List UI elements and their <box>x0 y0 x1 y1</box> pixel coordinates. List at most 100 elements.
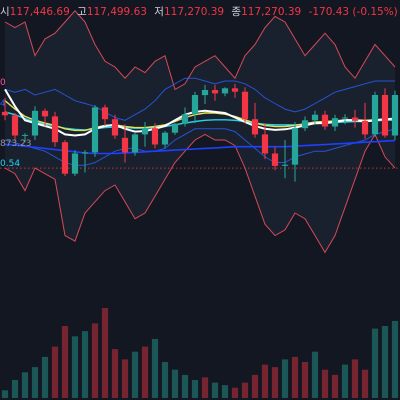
volume-bar <box>201 377 209 398</box>
volume-bar <box>241 382 249 398</box>
volume-bar <box>361 369 369 398</box>
candle-body <box>101 107 109 120</box>
volume-bar <box>221 385 229 398</box>
close-label: 종 <box>231 6 242 18</box>
candle-body <box>21 134 29 136</box>
volume-bar <box>101 308 109 398</box>
volume-bar <box>91 323 99 398</box>
change-value: -170.43 (-0.15%) <box>308 6 398 18</box>
volume-bar <box>1 390 9 398</box>
volume-bar <box>281 359 289 398</box>
volume-bar <box>331 374 339 398</box>
band-fill <box>5 10 395 253</box>
low-label: 저 <box>154 6 164 18</box>
candle-body <box>311 114 319 121</box>
volume-bar <box>141 346 149 398</box>
candle-body <box>361 120 369 135</box>
candle-body <box>61 142 69 174</box>
volume-bar <box>121 359 129 398</box>
ma-yellow-line <box>4 100 396 132</box>
volume-bar <box>291 356 299 398</box>
price-label-pink: 0 <box>0 78 6 88</box>
candle-body <box>171 123 179 133</box>
volume-bar <box>81 331 89 398</box>
volume-bar <box>251 374 259 398</box>
band-mid-lower <box>4 128 396 166</box>
volume-bar <box>31 367 39 398</box>
close-value: 117,270.39 <box>241 6 302 18</box>
volume-bar <box>51 346 59 398</box>
volume-bar <box>211 382 219 398</box>
high-label: 고 <box>77 6 87 18</box>
volume-bar <box>391 320 399 398</box>
volume-bar <box>341 364 349 398</box>
band-mid-upper <box>4 77 395 121</box>
volume-bar <box>311 351 319 398</box>
high-value: 117,499.63 <box>86 6 147 18</box>
volume-bar <box>161 362 169 398</box>
price-label-grey: 873.23 <box>0 139 32 149</box>
candle-body <box>391 95 399 136</box>
candle-body <box>321 114 329 127</box>
volume-bar <box>41 356 49 398</box>
candle-body <box>291 128 299 165</box>
low-value: 117,270.39 <box>163 6 225 18</box>
candle-body <box>51 116 59 143</box>
candle-body <box>161 132 169 145</box>
candle-body <box>331 118 339 127</box>
volume-bar <box>11 380 19 398</box>
volume-bar <box>261 364 269 398</box>
volume-bar <box>71 336 79 398</box>
volume-bar <box>171 369 179 398</box>
candle-body <box>141 128 149 135</box>
band-outer-lower <box>4 133 396 254</box>
candle-body <box>251 119 259 135</box>
candle-body <box>341 117 349 119</box>
volume-bar <box>271 367 279 398</box>
candle-body <box>1 111 9 116</box>
candle-body <box>201 90 209 96</box>
candle-body <box>81 152 89 154</box>
candle-body <box>371 95 379 135</box>
candle-body <box>31 110 39 136</box>
volume-bar <box>231 387 239 398</box>
candle-body <box>231 88 239 92</box>
candle-body <box>151 128 159 145</box>
candle-body <box>301 120 309 129</box>
volume-bar <box>21 372 29 398</box>
candle-body <box>181 114 189 124</box>
open-value: 117,446.69 <box>9 6 70 18</box>
candle-body <box>71 153 79 174</box>
candle-body <box>241 91 249 120</box>
volume-bar <box>181 374 189 398</box>
volume-bar <box>61 326 69 398</box>
volume-bar <box>301 362 309 398</box>
volume-bar <box>191 380 199 398</box>
candle-body <box>11 115 19 136</box>
ma-white-line <box>4 88 396 137</box>
candle-body <box>261 134 269 154</box>
candle-body <box>381 95 389 136</box>
volume-bar <box>131 351 139 398</box>
open-label: 시 <box>0 6 10 18</box>
candle-body <box>91 107 99 153</box>
candle-body <box>281 164 289 166</box>
candle-body <box>131 134 139 153</box>
volume-bar <box>111 349 119 398</box>
volume-bar <box>321 369 329 398</box>
candle-body <box>221 88 229 94</box>
price-label-cyan: 0.54 <box>0 159 21 169</box>
candle-body <box>111 119 119 136</box>
ohlc-legend: 시117,446.69 고117,499.63 저117,270.39 종117… <box>0 4 400 20</box>
volume-bar <box>381 326 389 398</box>
candle-body <box>351 117 359 121</box>
candle-body <box>41 110 49 117</box>
candle-body <box>211 90 219 94</box>
volume-bar <box>151 338 159 398</box>
ma-blue-line <box>4 139 396 155</box>
candle-body <box>271 153 279 166</box>
candle-body <box>191 95 199 115</box>
candle-body <box>121 137 129 153</box>
